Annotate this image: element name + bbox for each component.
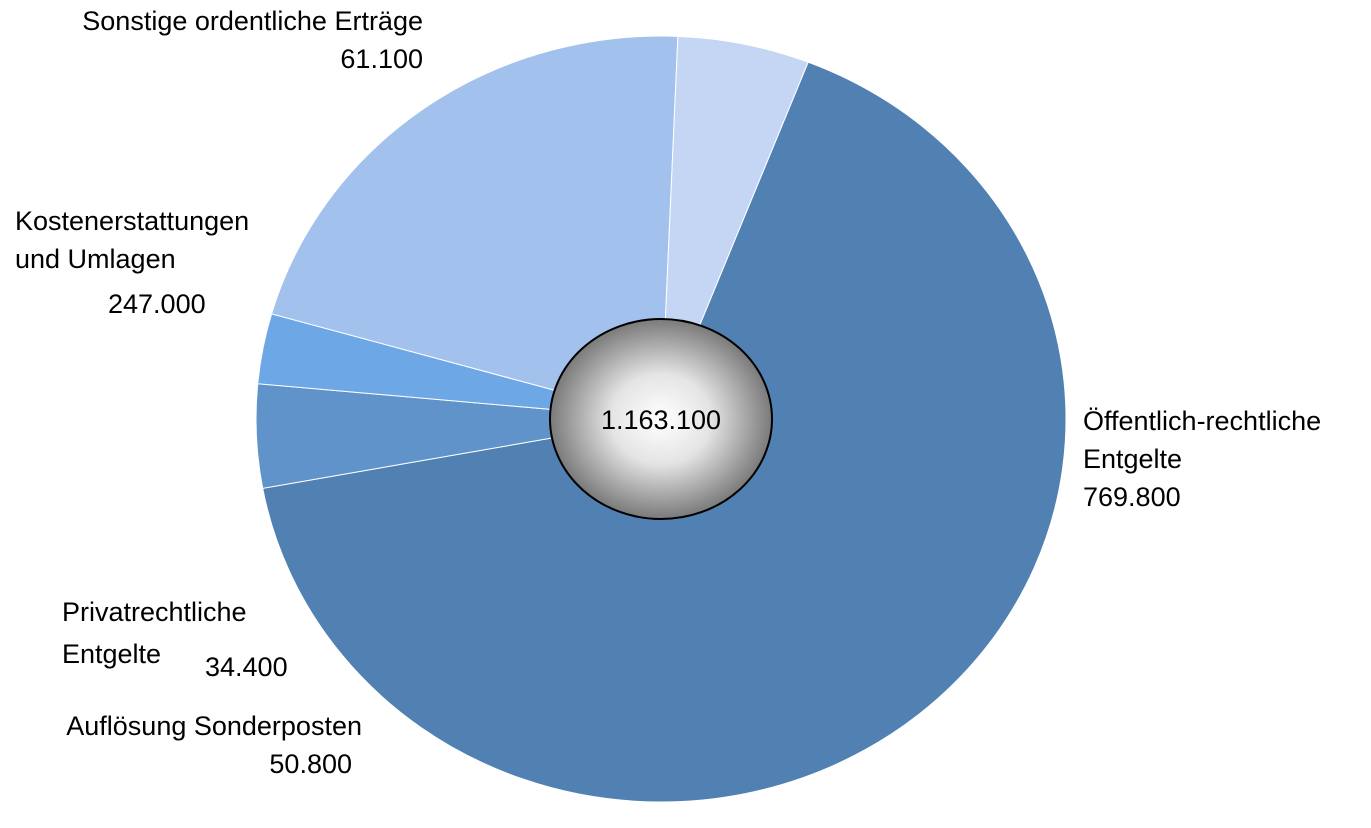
- center-disc: [549, 318, 773, 520]
- pie-slice-3: [270, 35, 679, 420]
- pie-slice-4: [660, 35, 809, 420]
- slice-3-name-line-0: Kostenerstattungen: [15, 206, 249, 236]
- slice-2-name-line-1: Entgelte: [62, 639, 161, 669]
- slice-3-value-label: 247.000: [108, 289, 206, 319]
- slice-1-value-label: 50.800: [269, 749, 352, 779]
- slice-2-value-label: 34.400: [205, 652, 288, 682]
- slice-4-value-label: 61.100: [340, 44, 423, 74]
- slice-0-name-line-1: Entgelte: [1083, 444, 1182, 474]
- slice-0-name-line-0: Öffentlich-rechtliche: [1083, 406, 1321, 436]
- slice-2-name-line-0: Privatrechtliche: [62, 597, 247, 627]
- slice-labels: Öffentlich-rechtliche Entgelte 769.800 Aufl…: [15, 6, 1321, 779]
- slice-4-name-line-0: Sonstige ordentliche Erträge: [82, 6, 423, 36]
- slice-1-name-line-0: Auflösung Sonderposten: [66, 711, 362, 741]
- center-total-label: 1.163.100: [601, 405, 721, 435]
- slice-3-name-line-1: und Umlagen: [15, 244, 176, 274]
- slice-0-value-label: 769.800: [1083, 482, 1181, 512]
